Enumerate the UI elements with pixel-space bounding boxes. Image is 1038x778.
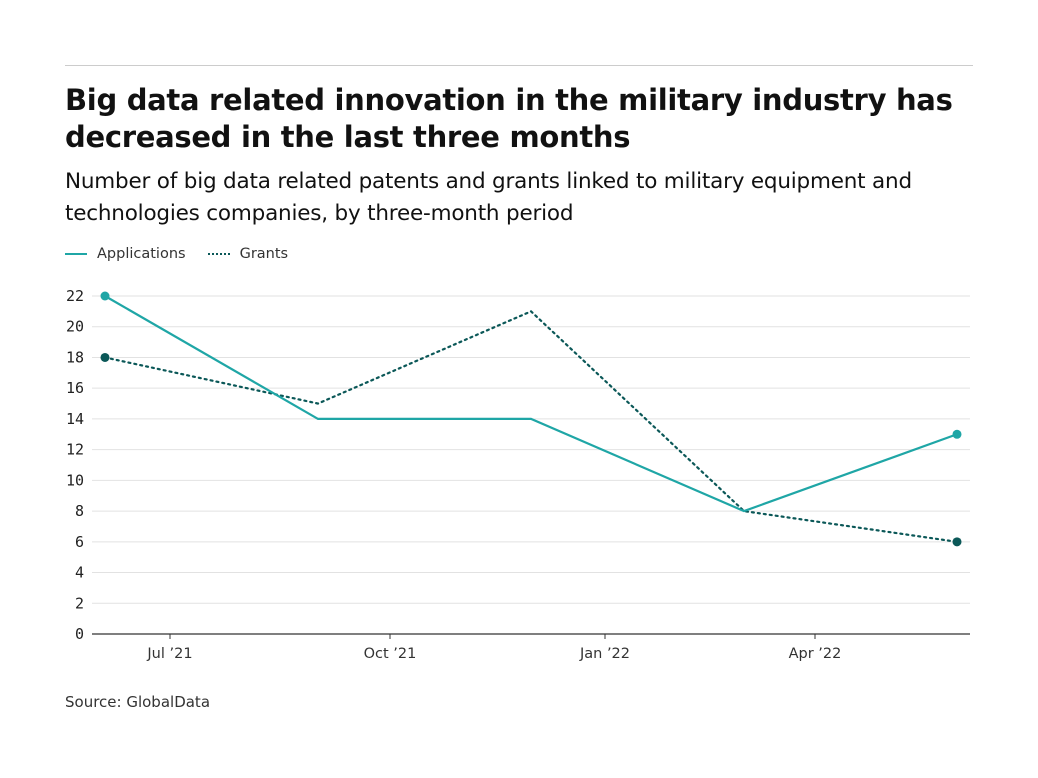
x-tick-label: Jan ’22: [579, 646, 630, 662]
series-line-applications: [104, 295, 958, 513]
data-point-applications: [100, 291, 110, 301]
y-tick-label: 12: [66, 441, 84, 459]
x-tick-label: Apr ’22: [789, 646, 842, 662]
legend: Applications Grants: [65, 246, 310, 262]
y-tick-label: 16: [66, 379, 84, 397]
top-rule: [65, 65, 973, 66]
data-point-applications: [952, 429, 962, 439]
data-point-grants: [100, 352, 110, 362]
x-tick-label: Jul ’21: [146, 646, 192, 662]
legend-label: Grants: [239, 246, 289, 262]
y-tick-label: 2: [75, 594, 84, 612]
source-note: Source: GlobalData: [65, 693, 211, 711]
y-tick-label: 18: [66, 348, 84, 366]
data-point-grants: [952, 537, 962, 547]
y-tick-label: 20: [66, 318, 84, 336]
chart-subtitle: Number of big data related patents and g…: [65, 169, 912, 226]
y-tick-label: 22: [66, 287, 84, 305]
y-tick-label: 4: [75, 564, 84, 582]
legend-item-applications: Applications: [65, 246, 186, 262]
y-tick-label: 6: [75, 533, 84, 551]
series-line-grants: [103, 310, 959, 543]
y-tick-label: 14: [66, 410, 84, 428]
x-tick-label: Oct ’21: [364, 646, 417, 662]
y-tick-label: 0: [75, 625, 84, 643]
y-tick-label: 10: [66, 471, 84, 489]
legend-dotted-line-icon: [207, 253, 230, 255]
y-tick-label: 8: [75, 502, 84, 520]
legend-item-grants: Grants: [207, 246, 289, 262]
chart-title: Big data related innovation in the milit…: [65, 83, 953, 154]
legend-label: Applications: [97, 246, 186, 262]
legend-solid-line-icon: [65, 253, 87, 255]
